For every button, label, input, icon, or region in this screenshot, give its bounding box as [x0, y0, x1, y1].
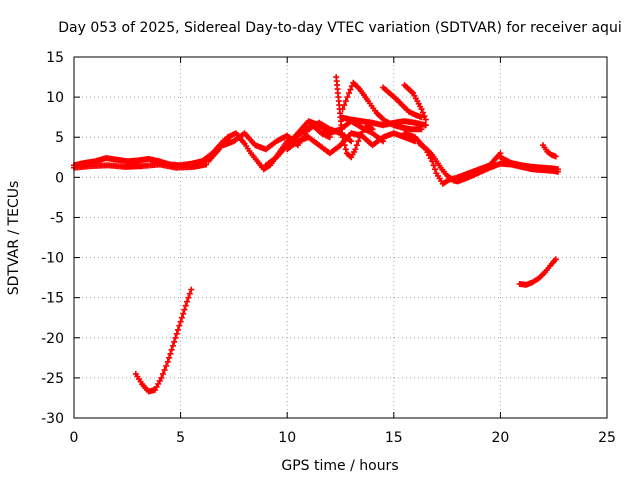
series-sat-r [516, 256, 559, 288]
x-axis-label: GPS time / hours [281, 458, 398, 474]
ticks: 0 5 10 15 20 25 15 10 5 0 -5 -10 -15 -20 -25 -30 [41, 50, 616, 446]
y-tick-label: -25 [41, 371, 64, 387]
y-tick-label: 10 [46, 90, 64, 106]
y-tick-label: -5 [50, 210, 64, 226]
y-tick-label: -10 [41, 251, 64, 267]
data-point-marks [337, 114, 429, 129]
series-sat-e [262, 118, 387, 169]
data-point-marks [540, 142, 559, 160]
data-series [71, 74, 561, 395]
series-sat-o [497, 154, 561, 173]
data-point-marks [497, 154, 561, 173]
x-tick-label: 5 [176, 430, 185, 446]
series-sat-i [380, 84, 425, 121]
y-tick-label: 15 [46, 50, 64, 66]
x-tick-label: 10 [278, 430, 296, 446]
x-tick-label: 25 [598, 430, 616, 446]
data-point-marks [262, 118, 387, 169]
x-tick-label: 15 [385, 430, 403, 446]
series-sat-q [132, 286, 195, 395]
y-axis-label: SDTVAR / TECUs [6, 181, 22, 296]
data-point-marks [401, 82, 429, 123]
y-tick-label: -30 [41, 411, 64, 427]
series-sat-j [401, 82, 429, 123]
x-tick-label: 0 [70, 430, 79, 446]
data-point-marks [380, 84, 425, 121]
y-tick-label: -15 [41, 291, 64, 307]
series-sat-k [337, 114, 429, 129]
x-tick-label: 20 [491, 430, 509, 446]
plot-frame [73, 56, 608, 419]
y-tick-label: 5 [55, 130, 64, 146]
y-tick-label: -20 [41, 331, 64, 347]
data-point-marks [132, 286, 195, 395]
series-sat-p [540, 142, 559, 160]
y-tick-label: 0 [55, 170, 64, 186]
chart-title: Day 053 of 2025, Sidereal Day-to-day VTE… [58, 20, 621, 36]
data-point-marks [516, 256, 559, 288]
